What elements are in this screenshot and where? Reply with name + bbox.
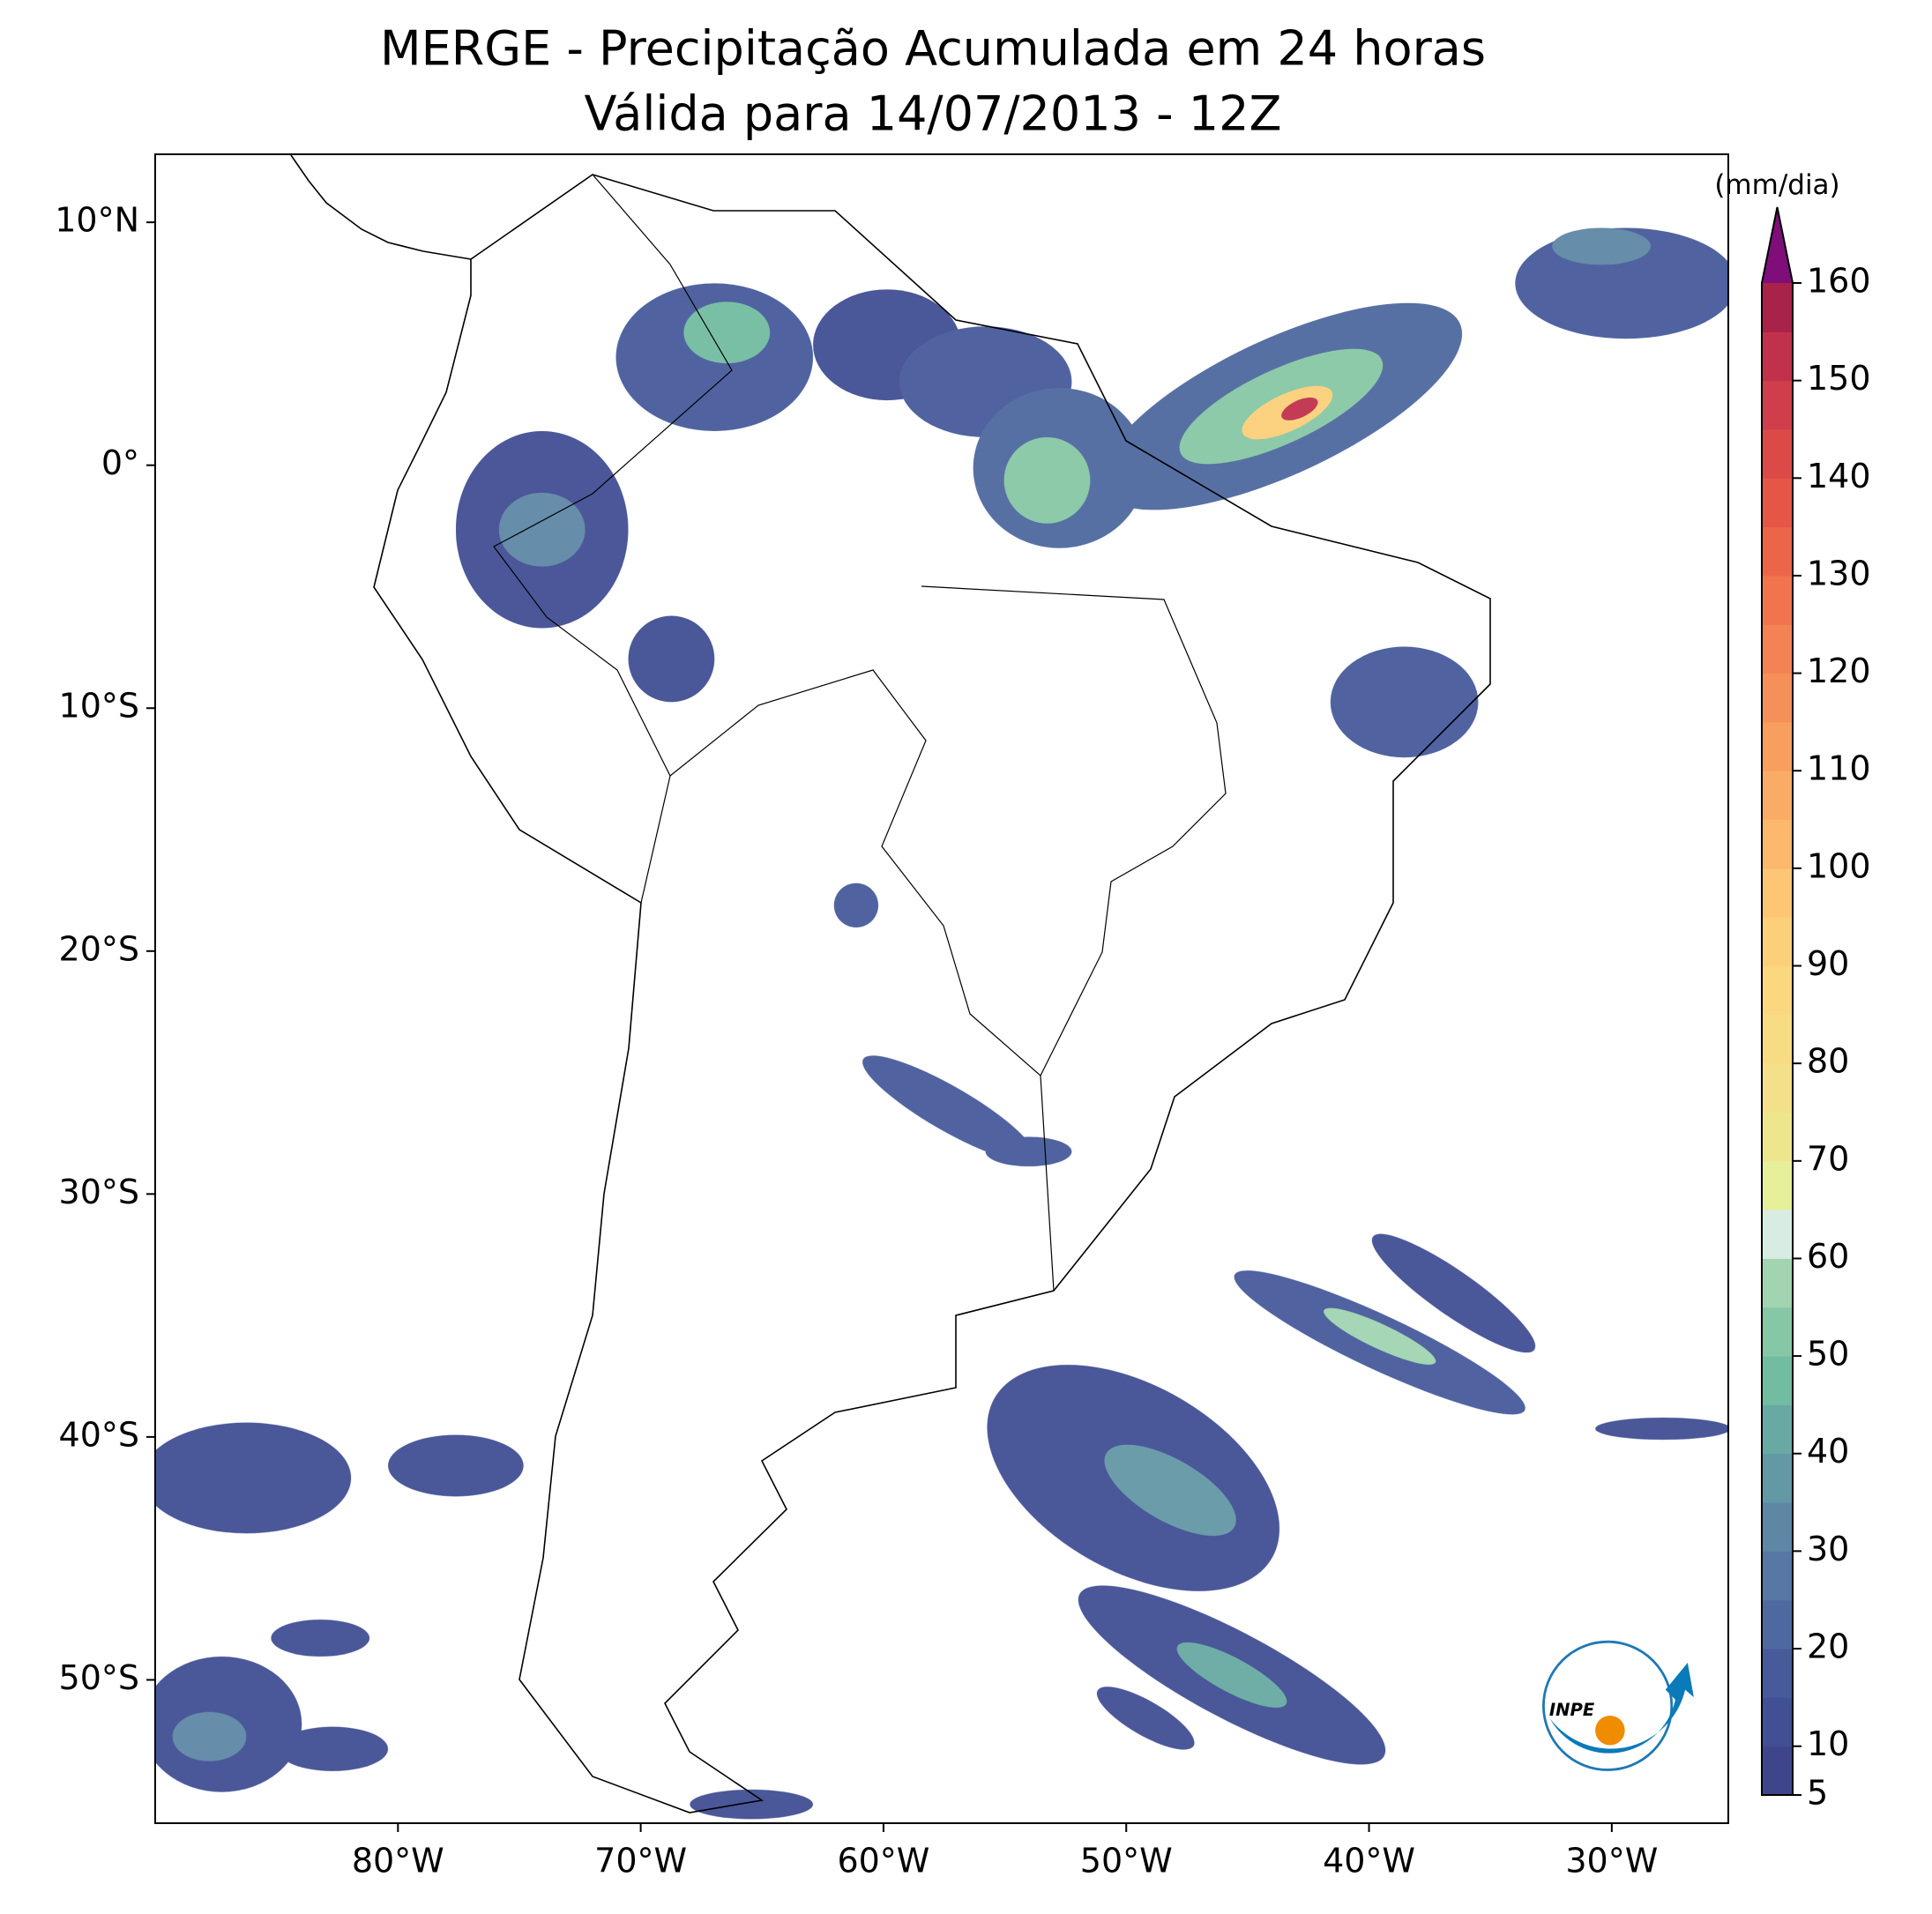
y-tick-label: 50°S bbox=[59, 1658, 139, 1697]
colorbar-tick-label: 110 bbox=[1807, 749, 1871, 788]
colorbar-tick-label: 140 bbox=[1807, 457, 1871, 495]
x-tick-label: 80°W bbox=[352, 1842, 444, 1880]
colorbar-label: (mm/dia) bbox=[1714, 169, 1839, 201]
colorbar-band bbox=[1762, 1746, 1793, 1796]
colorbar-tick-label: 30 bbox=[1807, 1530, 1849, 1568]
colorbar-tick-label: 70 bbox=[1807, 1139, 1849, 1178]
colorbar-band bbox=[1762, 1697, 1793, 1747]
colorbar-band bbox=[1762, 1307, 1793, 1357]
colorbar-band bbox=[1762, 1210, 1793, 1259]
colorbar-frame bbox=[1761, 206, 1794, 1796]
x-tick-label: 70°W bbox=[594, 1842, 687, 1880]
colorbar-band bbox=[1762, 1551, 1793, 1601]
colorbar-band bbox=[1762, 575, 1793, 625]
x-tick-label: 50°W bbox=[1080, 1842, 1173, 1880]
colorbar-band bbox=[1762, 819, 1793, 869]
x-tick-label: 40°W bbox=[1323, 1842, 1415, 1880]
coastline bbox=[290, 154, 472, 260]
colorbar-tick-label: 80 bbox=[1807, 1042, 1849, 1081]
y-tick-label: 10°N bbox=[55, 201, 139, 240]
title-line: Válida para 14/07/2013 - 12Z bbox=[585, 86, 1282, 142]
map-frame bbox=[154, 153, 1729, 1824]
colorbar-tick-label: 40 bbox=[1807, 1432, 1849, 1471]
colorbar-tick-label: 100 bbox=[1807, 846, 1871, 885]
coastline bbox=[373, 174, 1491, 1813]
colorbar-band bbox=[1762, 331, 1793, 382]
y-tick-label: 0° bbox=[101, 443, 139, 482]
colorbar-tick-label: 10 bbox=[1807, 1724, 1849, 1763]
colorbar-band bbox=[1762, 1599, 1793, 1650]
colorbar-band bbox=[1762, 771, 1793, 821]
colorbar-tick-label: 130 bbox=[1807, 554, 1871, 592]
colorbar-band bbox=[1762, 1112, 1793, 1162]
colorbar-band bbox=[1762, 1014, 1793, 1064]
colorbar-band bbox=[1762, 1404, 1793, 1455]
colorbar-tick-label: 160 bbox=[1807, 262, 1871, 301]
colorbar-band bbox=[1762, 1063, 1793, 1113]
colorbar-band bbox=[1762, 868, 1793, 918]
map-area: INPE bbox=[155, 154, 1728, 1820]
colorbar-band bbox=[1762, 1356, 1793, 1405]
y-tick-label: 30°S bbox=[59, 1173, 139, 1211]
colorbar-band bbox=[1762, 721, 1793, 771]
colorbar-band bbox=[1762, 1453, 1793, 1503]
colorbar-tick-label: 5 bbox=[1807, 1774, 1828, 1813]
border bbox=[921, 585, 1227, 1076]
colorbar-band bbox=[1762, 917, 1793, 967]
colorbar-band bbox=[1762, 428, 1793, 479]
colorbar-tick-label: 120 bbox=[1807, 652, 1871, 690]
logo-text: INPE bbox=[1549, 1700, 1595, 1720]
colorbar-band bbox=[1762, 1649, 1793, 1698]
y-tick-label: 40°S bbox=[59, 1415, 139, 1454]
colorbar-band bbox=[1762, 1502, 1793, 1552]
colorbar-band bbox=[1762, 1160, 1793, 1210]
colorbar-band bbox=[1762, 380, 1793, 430]
y-tick-label: 20°S bbox=[59, 929, 139, 968]
colorbar-band bbox=[1762, 965, 1793, 1016]
border bbox=[669, 669, 1055, 1292]
y-tick-label: 10°S bbox=[59, 687, 139, 726]
colorbar-band bbox=[1762, 526, 1793, 577]
title-line: MERGE - Precipitação Acumulada em 24 hor… bbox=[380, 21, 1486, 77]
colorbar-tick-label: 90 bbox=[1807, 944, 1849, 983]
colorbar-tick-label: 50 bbox=[1807, 1335, 1849, 1374]
x-tick-label: 60°W bbox=[837, 1842, 929, 1880]
colorbar-band bbox=[1762, 283, 1793, 332]
inpe-logo: INPE bbox=[1542, 1640, 1694, 1771]
border bbox=[493, 174, 733, 904]
colorbar-band bbox=[1762, 478, 1793, 528]
colorbar-tick-label: 60 bbox=[1807, 1237, 1849, 1276]
precip-field bbox=[155, 227, 1728, 1820]
colorbar-extend bbox=[1762, 207, 1793, 283]
colorbar-band bbox=[1762, 673, 1793, 723]
x-tick-label: 30°W bbox=[1565, 1842, 1658, 1880]
colorbar-tick-label: 150 bbox=[1807, 359, 1871, 398]
colorbar-tick-label: 20 bbox=[1807, 1627, 1849, 1666]
colorbar-band bbox=[1762, 1258, 1793, 1308]
colorbar-band bbox=[1762, 624, 1793, 674]
